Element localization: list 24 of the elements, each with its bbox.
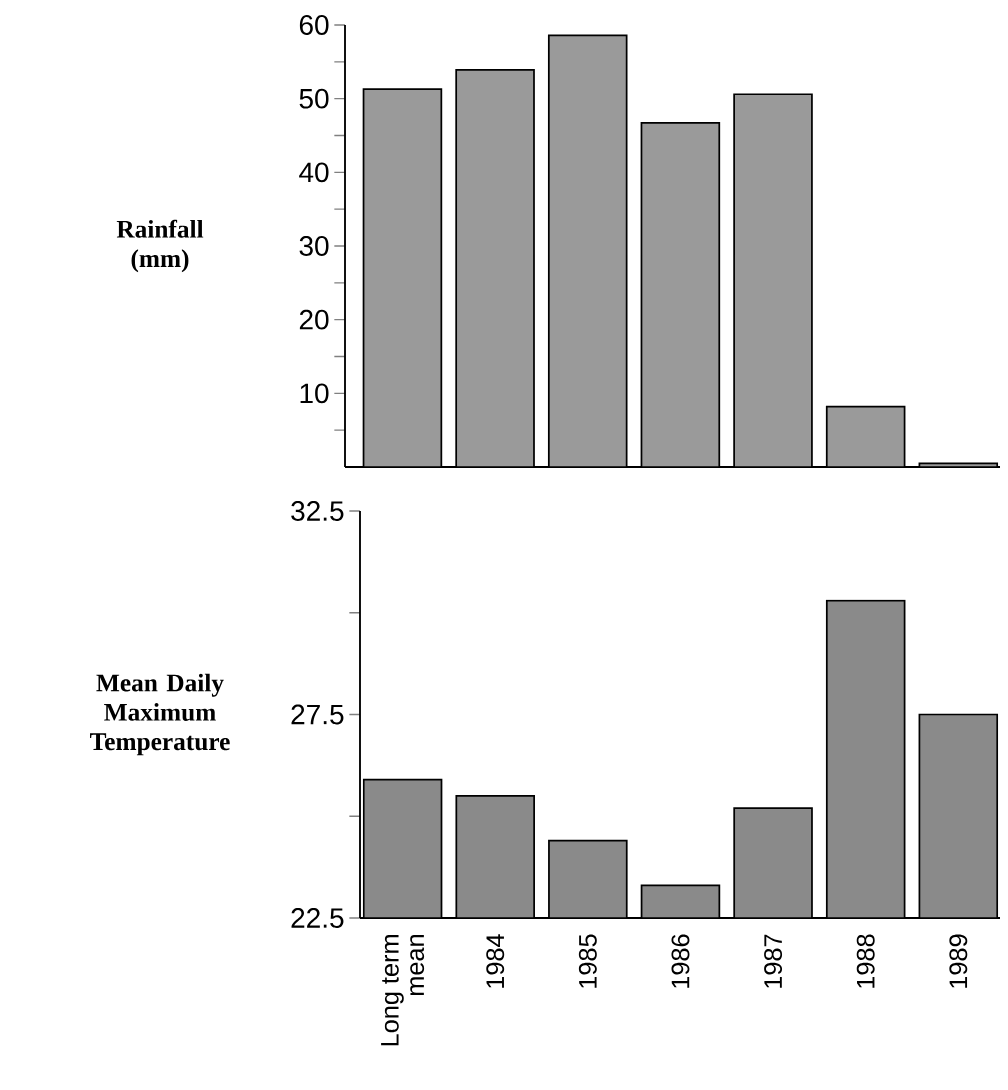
bar [547, 34, 628, 467]
y-tick-label: 40 [299, 162, 329, 183]
y-axis-title: Mean Daily Maximum Temperature [90, 673, 230, 756]
x-tick-label: 1985 [578, 934, 597, 988]
bar [362, 88, 443, 467]
y-tick-label: 10 [300, 383, 329, 404]
bar [825, 405, 906, 467]
y-tick-label: 60 [299, 15, 329, 35]
bar [640, 122, 721, 467]
x-tick-label: 1987 [764, 934, 783, 988]
y-tick-label: 27.5 [291, 704, 344, 725]
x-tick-label: Long term mean [381, 935, 425, 1046]
y-tick-label: 32.5 [291, 501, 344, 521]
x-tick-label: 1989 [949, 934, 968, 988]
y-tick-label: 20 [299, 309, 329, 330]
bar [455, 69, 535, 467]
x-tick-label: 1986 [671, 934, 690, 988]
y-tick-label: 30 [299, 236, 329, 256]
x-tick-label: 1988 [856, 934, 875, 988]
y-tick-label: 22.5 [291, 908, 344, 928]
bar [733, 93, 813, 467]
y-tick-label: 50 [299, 88, 329, 109]
x-tick-label: 1984 [486, 934, 505, 988]
y-axis-title: Rainfall (mm) [116, 219, 204, 273]
